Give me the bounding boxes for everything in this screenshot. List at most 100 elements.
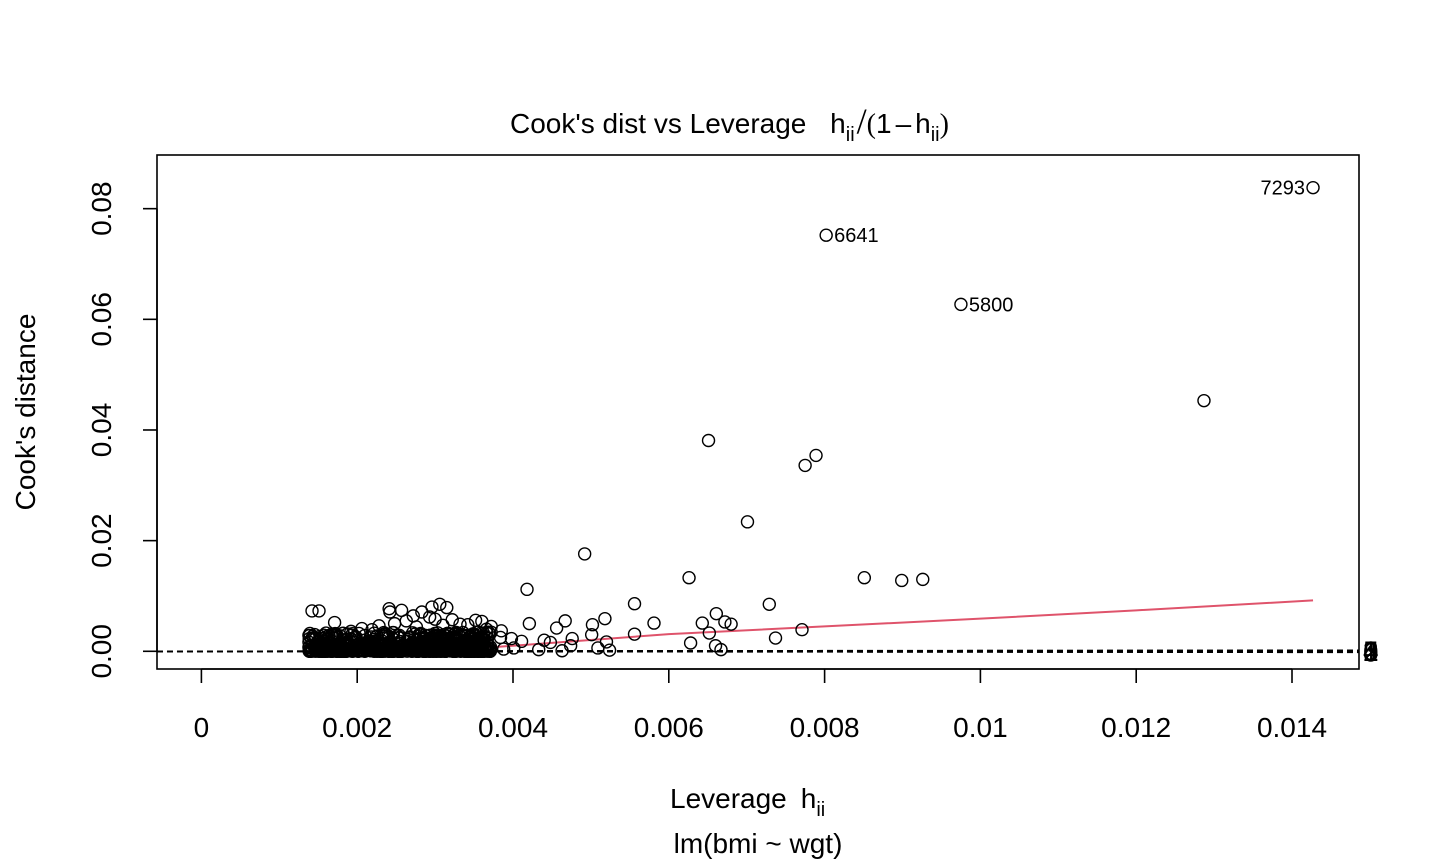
point-dense (319, 630, 333, 644)
point-dense (333, 644, 347, 658)
point (695, 616, 710, 630)
point (493, 630, 508, 645)
point (365, 623, 379, 637)
point-dense (303, 626, 317, 641)
point (857, 571, 872, 585)
point (709, 606, 724, 621)
title-text: Cook's dist vs Leverage (510, 108, 806, 139)
point-dense (390, 629, 405, 643)
point-dense (418, 631, 433, 646)
point (809, 448, 823, 463)
point (627, 597, 642, 611)
point-dense (447, 627, 461, 641)
point (494, 624, 509, 638)
point-dense (339, 644, 353, 658)
point-dense (417, 632, 432, 646)
point (372, 619, 386, 633)
point (453, 617, 467, 631)
point-dense (316, 644, 330, 658)
x-tick-label: 0.006 (634, 712, 704, 743)
point (399, 614, 413, 628)
x-tick-label: 0 (194, 712, 210, 743)
point (714, 642, 728, 657)
point-dense (443, 643, 457, 658)
point (555, 644, 569, 658)
point (436, 618, 450, 632)
y-tick-label: 0.04 (86, 403, 117, 458)
point-label-7293: 7293 (1261, 178, 1306, 200)
x-tick-label: 0.008 (790, 712, 860, 743)
point (507, 641, 521, 655)
contour-label-2: 2 (1363, 636, 1379, 667)
point-dense (460, 628, 475, 642)
point (409, 620, 424, 634)
contour-label-4: 4 (1363, 635, 1379, 666)
point-label-5800: 5800 (969, 294, 1014, 316)
point (585, 618, 600, 632)
point (440, 600, 454, 615)
point (740, 515, 755, 529)
point (682, 571, 696, 585)
point (565, 631, 579, 646)
point (319, 626, 333, 640)
y-axis-title: Cook's distance (10, 314, 41, 511)
point (387, 616, 402, 631)
point (549, 621, 564, 635)
plot-subtitle: lm(bmi ~ wgt) (674, 828, 843, 859)
point-dense (371, 633, 386, 648)
y-tick-label: 0.00 (86, 624, 117, 679)
point-dense (478, 641, 492, 656)
x-axis-title: Leverage hii (670, 783, 825, 821)
point (1197, 393, 1211, 408)
point (522, 616, 537, 631)
point (647, 616, 661, 630)
y-tick-label: 0.02 (86, 513, 117, 568)
point-dense (305, 644, 319, 658)
point (701, 433, 716, 448)
point-labels: 7293 6641 5800 (834, 178, 1305, 317)
svg-text:Cook's dist vs Leverage: Cook's dist vs Leverage hii/(1– hii) (510, 101, 949, 146)
y-tick-label: 0.08 (86, 181, 117, 236)
point (602, 643, 617, 657)
point (895, 573, 909, 588)
point (762, 597, 776, 611)
x-tick-label: 0.014 (1257, 712, 1327, 743)
point (479, 622, 494, 636)
x-tick-label: 0.012 (1101, 712, 1171, 743)
point (724, 617, 738, 631)
point-6641 (819, 228, 833, 242)
point (599, 635, 614, 649)
point-5800 (954, 297, 968, 312)
point (333, 629, 347, 643)
point (415, 605, 429, 619)
contour-label-3: 3 (1363, 636, 1379, 667)
point (702, 626, 717, 640)
point (468, 613, 483, 628)
contour-label-5: 5 (1363, 635, 1379, 666)
chart-title: Cook's dist vs Leverage hii/(1– hii) (510, 101, 949, 146)
plot-frame (156, 154, 1360, 670)
point (514, 634, 529, 649)
point (795, 623, 809, 637)
y-axis: 0.00 0.02 0.04 0.06 0.08 (86, 181, 158, 679)
contour-label-0: 0 (1363, 636, 1379, 667)
point (383, 605, 397, 619)
y-tick-label: 0.06 (86, 292, 117, 347)
contour-label-1: 1 (1363, 636, 1379, 667)
point-dense (323, 642, 337, 656)
point (798, 458, 812, 473)
point-dense (434, 644, 448, 658)
point (327, 615, 342, 630)
point (718, 615, 732, 629)
point (598, 611, 612, 626)
point-label-6641: 6641 (834, 225, 879, 247)
point (461, 618, 475, 632)
point-dense (449, 644, 464, 658)
point-dense (362, 637, 377, 652)
point (543, 635, 558, 650)
point-dense (392, 631, 406, 645)
point (683, 636, 698, 650)
point-dense (452, 642, 466, 656)
point (504, 631, 519, 646)
